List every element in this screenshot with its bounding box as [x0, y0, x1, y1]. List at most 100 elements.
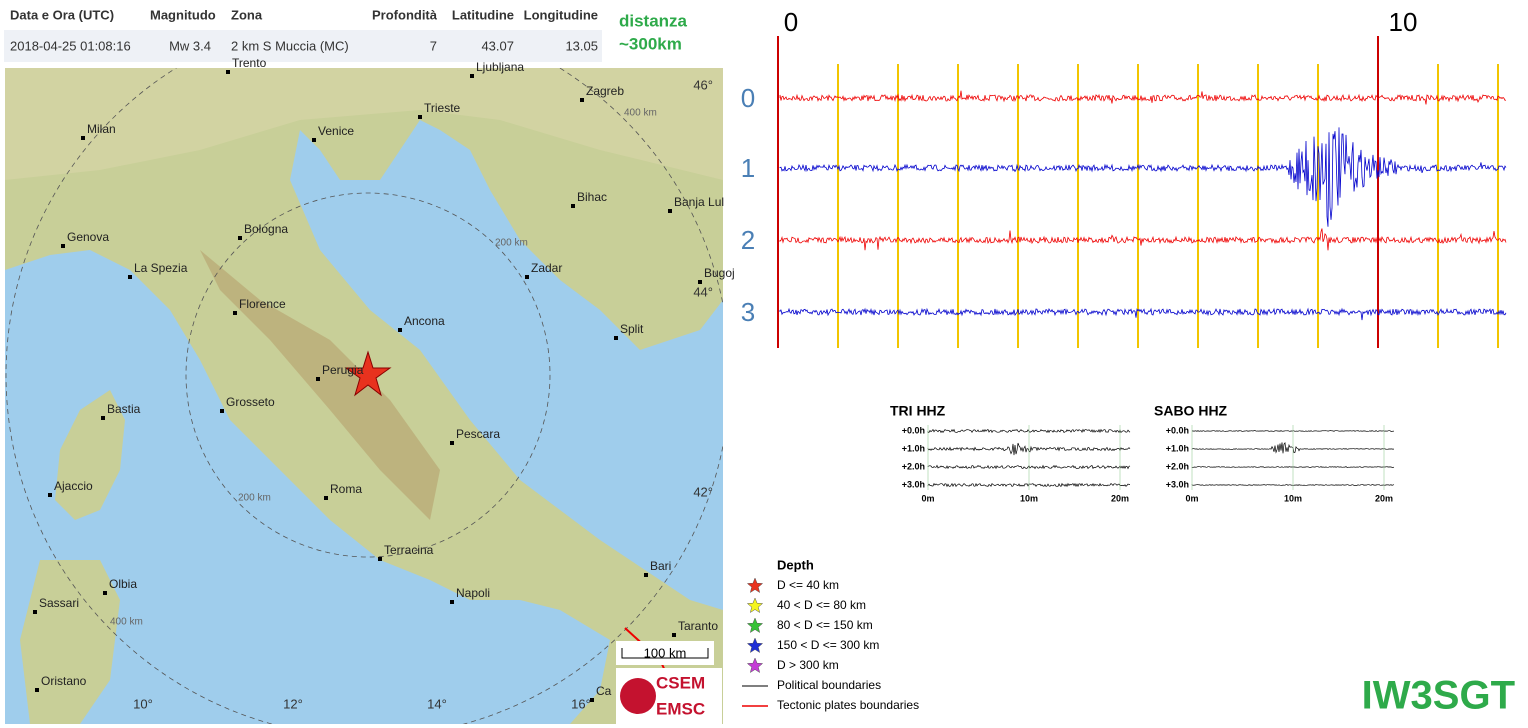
city-label: Ajaccio: [54, 479, 93, 493]
city-dot: [470, 74, 474, 78]
legend-label: 150 < D <= 300 km: [777, 638, 879, 652]
city-dot: [220, 409, 224, 413]
city-label: Ca: [596, 684, 612, 698]
city-label: Split: [620, 322, 644, 336]
helicorder-row: +3.0h: [902, 479, 925, 489]
table-cell: 2018-04-25 01:08:16: [10, 38, 131, 53]
table-cell: 13.05: [565, 38, 598, 53]
city-dot: [61, 244, 65, 248]
city-label: Bari: [650, 559, 671, 573]
helicorder-row: +0.0h: [1166, 425, 1189, 435]
city-dot: [128, 275, 132, 279]
city-label: Trento: [232, 56, 267, 70]
screen: Trento Ljubljana Zagreb Milan Venice Trieste B…: [0, 0, 1528, 728]
time-label: 10: [1389, 7, 1418, 37]
legend-star: [747, 658, 762, 673]
city-label: Grosseto: [226, 395, 275, 409]
city-label: Zadar: [531, 261, 562, 275]
table-header: Profondità: [372, 7, 438, 22]
city-label: Genova: [67, 230, 109, 244]
helicorder-title: TRI HHZ: [890, 403, 946, 419]
seismogram: 0 10 0 1 2 3: [741, 7, 1506, 348]
legend-label: 40 < D <= 80 km: [777, 598, 866, 612]
lat-label: 46°: [693, 77, 713, 92]
city-dot: [33, 610, 37, 614]
city-dot: [312, 138, 316, 142]
city-dot: [644, 573, 648, 577]
city-label: Ljubljana: [476, 60, 524, 74]
legend-label: 80 < D <= 150 km: [777, 618, 873, 632]
city-label: Banja Lul: [674, 195, 724, 209]
ring-label: 400 km: [110, 617, 143, 628]
table-cell: Mw 3.4: [169, 38, 211, 53]
city-label: Bastia: [107, 402, 141, 416]
distance-note: distanza: [619, 11, 688, 30]
city-dot: [103, 591, 107, 595]
table-header: Data e Ora (UTC): [10, 7, 114, 22]
legend-label: Tectonic plates boundaries: [777, 698, 919, 712]
table-header: Latitudine: [452, 7, 514, 22]
city-label: Ancona: [404, 314, 445, 328]
city-dot: [672, 633, 676, 637]
city-label: Napoli: [456, 586, 490, 600]
table-cell: 7: [430, 38, 437, 53]
helicorder-x-label: 0m: [1185, 493, 1198, 503]
city-dot: [450, 441, 454, 445]
city-label: Trieste: [424, 101, 461, 115]
city-label: Venice: [318, 124, 354, 138]
helicorder-row: +3.0h: [1166, 479, 1189, 489]
helicorder-row: +0.0h: [902, 425, 925, 435]
legend-label: D <= 40 km: [777, 578, 839, 592]
helicorder-row: +1.0h: [1166, 443, 1189, 453]
legend-title: Depth: [777, 557, 814, 572]
map: Trento Ljubljana Zagreb Milan Venice Trieste B…: [5, 13, 735, 728]
table-header: Magnitudo: [150, 7, 216, 22]
city-dot: [81, 136, 85, 140]
lon-label: 12°: [283, 696, 303, 711]
trace-label: 2: [741, 225, 755, 255]
city-label: Bihac: [577, 190, 607, 204]
trace: [780, 127, 1506, 226]
city-dot: [398, 328, 402, 332]
city-dot: [378, 557, 382, 561]
scale-label: 100 km: [644, 645, 687, 660]
legend-star: [747, 578, 762, 593]
table-cell: 2 km S Muccia (MC): [231, 38, 349, 53]
lat-label: 42°: [693, 484, 713, 499]
city-dot: [698, 280, 702, 284]
city-label: Oristano: [41, 674, 87, 688]
trace-label: 1: [741, 153, 755, 183]
city-label: Sassari: [39, 596, 79, 610]
helicorder-x-label: 0m: [921, 493, 934, 503]
city-dot: [668, 209, 672, 213]
trace: [780, 91, 1506, 105]
lon-label: 10°: [133, 696, 153, 711]
city-label: Pescara: [456, 427, 500, 441]
city-label: Roma: [330, 482, 362, 496]
helicorder-x-label: 10m: [1020, 493, 1038, 503]
city-label: Florence: [239, 297, 286, 311]
city-label: Bugoj: [704, 266, 735, 280]
lat-label: 44°: [693, 284, 713, 299]
city-label: Bologna: [244, 222, 288, 236]
city-label: Milan: [87, 122, 116, 136]
city-dot: [450, 600, 454, 604]
city-dot: [418, 115, 422, 119]
helicorder-x-label: 10m: [1284, 493, 1302, 503]
ring-label: 200 km: [238, 493, 271, 504]
city-label: Terracina: [384, 543, 434, 557]
city-label: Taranto: [678, 619, 718, 633]
city-label: Zagreb: [586, 84, 624, 98]
city-dot: [226, 70, 230, 74]
trace: [780, 229, 1506, 251]
city-dot: [324, 496, 328, 500]
distance-note: ~300km: [619, 34, 682, 53]
trace-label: 3: [741, 297, 755, 327]
city-label: Olbia: [109, 577, 137, 591]
legend-star: [747, 598, 762, 613]
city-dot: [614, 336, 618, 340]
helicorder-row: +2.0h: [902, 461, 925, 471]
ring-label: 200 km: [495, 238, 528, 249]
trace-label: 0: [741, 83, 755, 113]
time-label: 0: [784, 7, 798, 37]
